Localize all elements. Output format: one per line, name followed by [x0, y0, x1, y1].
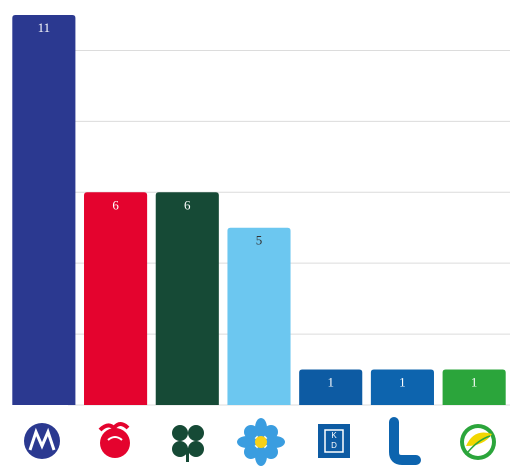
logo-m — [24, 423, 60, 459]
logo-sd — [237, 418, 285, 466]
bar — [12, 15, 76, 405]
logo-l — [389, 417, 421, 465]
bar — [299, 369, 363, 405]
svg-text:D: D — [331, 441, 337, 450]
logo-mp — [460, 424, 496, 460]
data-label: 1 — [327, 375, 334, 390]
data-label: 11 — [38, 20, 51, 35]
data-label: 5 — [256, 233, 263, 248]
data-label: 1 — [399, 375, 406, 390]
bar — [155, 192, 219, 405]
svg-text:K: K — [331, 431, 337, 440]
bar — [442, 369, 506, 405]
data-label: 1 — [471, 375, 478, 390]
logo-kd: K D — [318, 424, 350, 458]
data-label: 6 — [184, 197, 191, 212]
bar — [227, 227, 291, 405]
party-logos: K D — [24, 417, 496, 466]
logo-c — [172, 425, 204, 462]
bar — [84, 192, 148, 405]
logo-s — [98, 422, 130, 458]
bar — [370, 369, 434, 405]
data-label: 6 — [112, 197, 119, 212]
plot-area: 116 651 1 1 — [12, 15, 510, 406]
